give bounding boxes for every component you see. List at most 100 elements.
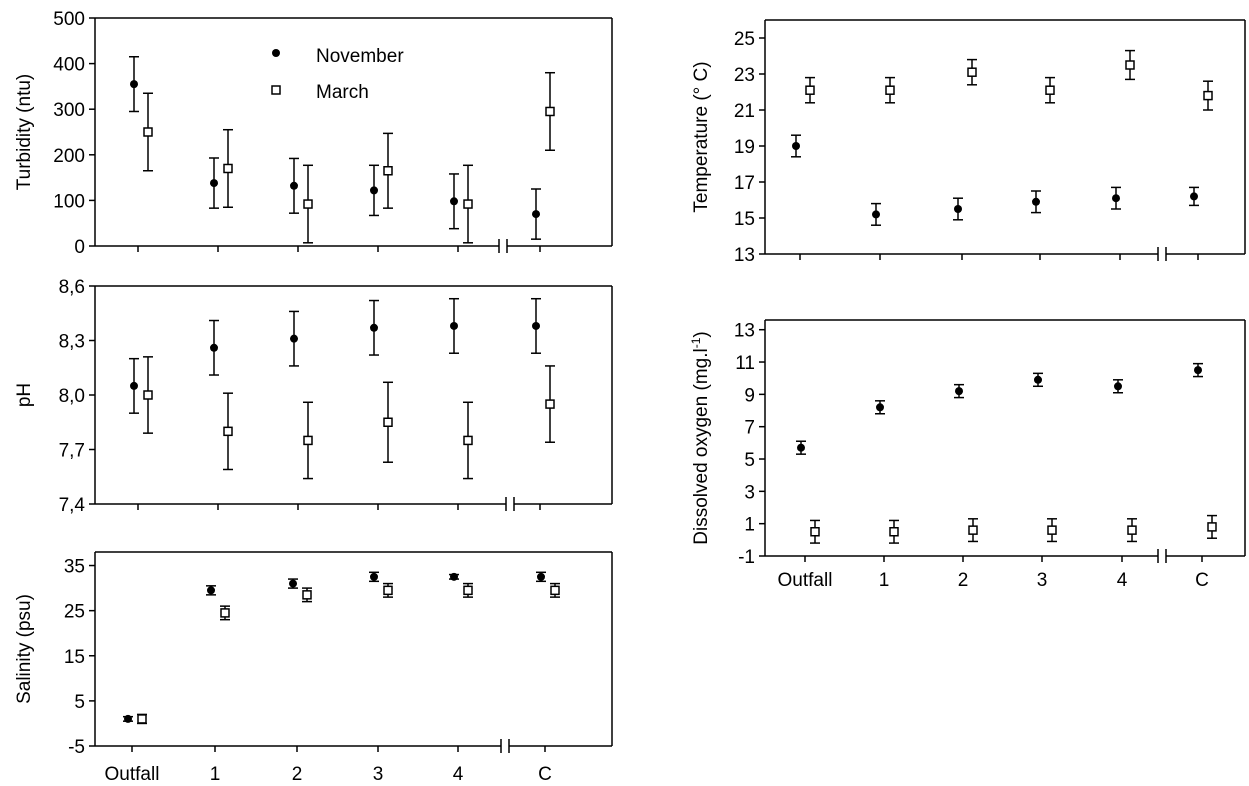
data-point [537, 572, 545, 581]
data-point [889, 527, 899, 537]
data-point [810, 527, 820, 537]
data-point [545, 399, 555, 409]
plot-frame [764, 319, 1246, 557]
data-point [550, 585, 560, 596]
axis-break [1157, 549, 1167, 563]
x-tick-label: Outfall [105, 764, 160, 785]
data-point [143, 127, 153, 137]
data-point [1032, 197, 1040, 206]
data-point [954, 205, 962, 213]
data-point [967, 67, 977, 77]
series-march [805, 49, 1213, 111]
x-tick-label: C [1195, 570, 1209, 591]
data-point [130, 80, 138, 89]
data-point [450, 197, 458, 206]
y-tick-label: 7,7 [59, 441, 85, 462]
y-tick-label: 1 [744, 515, 755, 536]
data-point [223, 163, 233, 174]
panel-4: 13 15 17 19 21 23 25 Temperature (° C) [691, 19, 1246, 266]
data-point [450, 321, 458, 330]
plot-frame [94, 17, 613, 247]
y-tick-label: 200 [53, 146, 85, 167]
data-point [532, 321, 540, 330]
data-point [532, 210, 540, 219]
data-point [220, 608, 230, 618]
data-point [137, 714, 147, 724]
x-tick-label: 1 [879, 570, 890, 591]
data-point [207, 586, 215, 595]
y-tick-label: 0 [74, 237, 85, 258]
axis-break [1157, 247, 1167, 261]
y-axis-label: pH [14, 383, 35, 407]
data-point [124, 714, 132, 723]
data-point [885, 85, 895, 95]
y-tick-label: 3 [744, 482, 755, 503]
data-point [383, 585, 393, 596]
data-point [290, 181, 298, 190]
legend-marker-march [271, 85, 281, 95]
y-tick-label: 8,3 [59, 332, 85, 353]
y-tick-label: 8,0 [59, 386, 85, 407]
y-tick-label: 13 [734, 245, 755, 266]
plot-frame [764, 19, 1246, 255]
y-tick-label: 23 [734, 65, 755, 86]
data-point [463, 585, 473, 596]
x-tick-label: 2 [958, 570, 969, 591]
data-point [1034, 375, 1042, 384]
data-point [370, 186, 378, 195]
y-axis-label: Salinity (psu) [14, 594, 35, 704]
data-point [210, 179, 218, 188]
data-point [383, 166, 393, 176]
data-point [1047, 525, 1057, 535]
legend-marker-november [272, 49, 280, 57]
y-tick-label: 7 [744, 418, 755, 439]
data-point [223, 426, 233, 437]
y-tick-label: -5 [68, 737, 85, 758]
x-tick-label: 3 [1037, 570, 1048, 591]
x-tick-label: 4 [453, 764, 464, 785]
legend-label-november: November [316, 46, 404, 67]
data-point [876, 403, 884, 412]
y-tick-label: 25 [734, 29, 755, 50]
data-point [805, 85, 815, 95]
series-march [143, 356, 555, 480]
legend: November March [271, 46, 404, 103]
y-tick-label: 15 [734, 209, 755, 230]
data-point [290, 334, 298, 343]
data-point [370, 572, 378, 581]
data-point [955, 387, 963, 396]
data-point [463, 435, 473, 446]
y-axis-label: Temperature (° C) [691, 61, 712, 212]
x-tick-label: 2 [292, 764, 303, 785]
data-point [1125, 60, 1135, 70]
data-point [383, 417, 393, 427]
panel-1: 0 100 200 300 400 500 Turbidity (ntu) November M… [14, 9, 613, 258]
y-tick-label: 7,4 [59, 495, 86, 516]
series-march [810, 514, 1217, 544]
plot-frame [94, 551, 613, 747]
data-point [303, 435, 313, 446]
data-point [302, 590, 312, 600]
y-axis-label: Turbidity (ntu) [14, 74, 35, 191]
y-tick-label: 15 [64, 647, 85, 668]
y-axis-label: Dissolved oxygen (mg.l-1) [689, 331, 712, 544]
data-point [1194, 366, 1202, 375]
series-march [143, 71, 555, 244]
series-march [137, 582, 560, 725]
panel-3: -5 5 15 25 35 Outfall 1 2 3 4 C Salinity (psu) [14, 551, 613, 785]
x-tick-label: Outfall [778, 570, 833, 591]
data-point [1114, 382, 1122, 391]
series-november [791, 134, 1199, 226]
data-point [1127, 525, 1137, 535]
data-point [797, 443, 805, 452]
plot-frame [94, 285, 613, 505]
y-tick-label: 400 [53, 55, 85, 76]
y-tick-label: 21 [734, 101, 755, 122]
data-point [370, 323, 378, 332]
y-tick-label: 11 [735, 353, 755, 374]
data-point [792, 142, 800, 150]
x-tick-label: C [538, 764, 552, 785]
series-november [129, 297, 541, 414]
data-point [1045, 85, 1055, 95]
